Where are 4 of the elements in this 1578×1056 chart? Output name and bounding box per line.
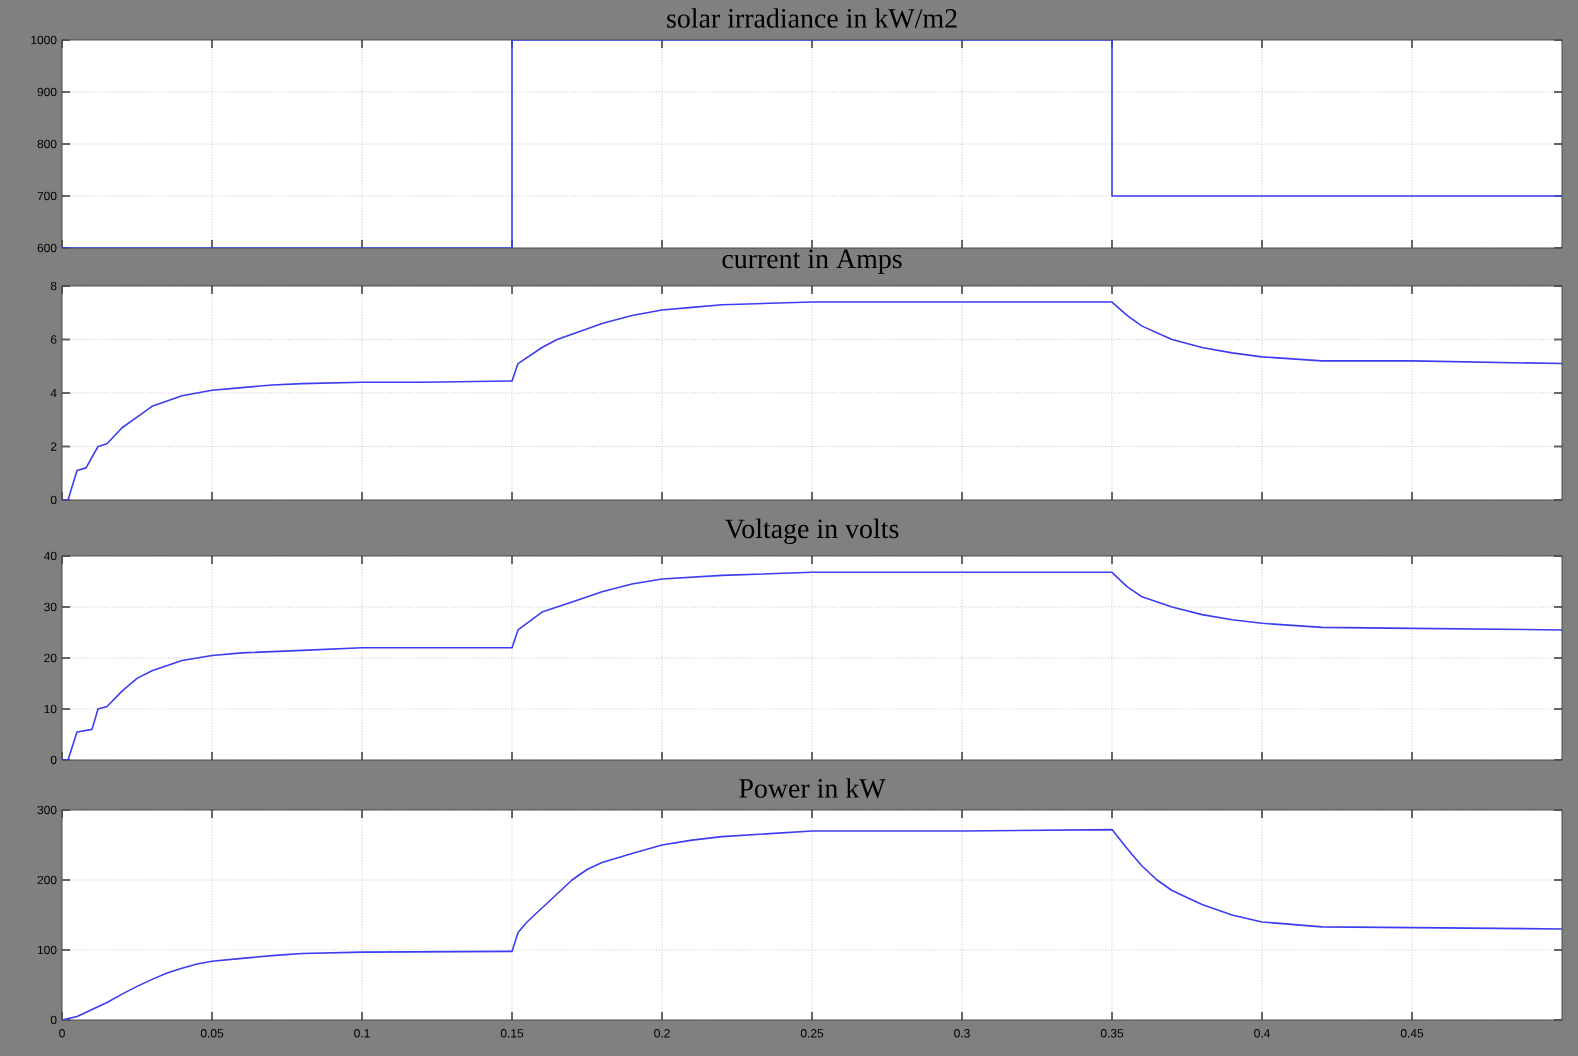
chart-title: Power in kW bbox=[739, 778, 886, 799]
chart-title: current in Amps bbox=[722, 249, 902, 274]
chart-title: solar irradiance in kW/m2 bbox=[667, 8, 957, 29]
chart-title: Voltage in volts bbox=[725, 518, 899, 545]
